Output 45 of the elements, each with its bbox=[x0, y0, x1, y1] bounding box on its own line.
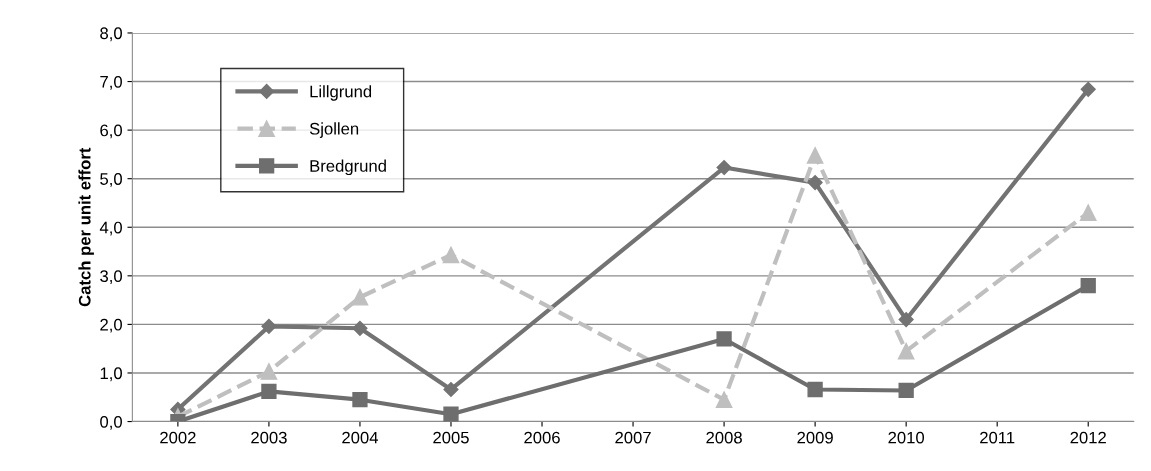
y-tick-label: 2,0 bbox=[100, 318, 122, 333]
x-tick-label: 2004 bbox=[342, 431, 378, 444]
legend-label: Lillgrund bbox=[310, 85, 372, 101]
point bbox=[715, 391, 733, 409]
y-tick-label: 5,0 bbox=[100, 173, 122, 187]
y-tick-label: 7,0 bbox=[100, 75, 122, 90]
point bbox=[352, 392, 368, 408]
x-tick-label: 2010 bbox=[888, 431, 925, 444]
point bbox=[351, 288, 369, 306]
x-tick-label: 2012 bbox=[1070, 431, 1106, 444]
x-tick-label: 2006 bbox=[524, 431, 560, 444]
y-tick-label: 3,0 bbox=[100, 270, 122, 284]
point bbox=[1079, 204, 1097, 222]
point bbox=[898, 382, 914, 399]
point bbox=[443, 381, 459, 398]
y-tick-label: 6,0 bbox=[100, 124, 122, 139]
x-tick-label: 2009 bbox=[797, 431, 833, 444]
point bbox=[716, 331, 732, 347]
point bbox=[442, 246, 460, 264]
x-tick-label: 2003 bbox=[251, 431, 287, 444]
y-tick-label: 0,0 bbox=[100, 415, 122, 430]
point bbox=[261, 318, 277, 334]
y-tick-label: 4,0 bbox=[99, 221, 122, 236]
legend-label: Sjollen bbox=[309, 122, 359, 138]
point bbox=[807, 381, 823, 398]
point bbox=[1080, 277, 1096, 294]
x-tick-label: 2007 bbox=[615, 431, 651, 444]
legend-label: Bredgrund bbox=[310, 159, 386, 176]
y-axis-title: Catch per unit effort bbox=[78, 147, 94, 307]
point bbox=[261, 383, 277, 400]
x-tick-label: 2005 bbox=[433, 431, 469, 444]
x-tick-label: 2008 bbox=[706, 431, 742, 444]
point bbox=[898, 311, 914, 328]
point bbox=[260, 363, 278, 380]
y-tick-label: 8,0 bbox=[100, 27, 122, 42]
point bbox=[352, 320, 368, 336]
x-tick-label: 2002 bbox=[160, 431, 196, 444]
y-tick-label: 1,0 bbox=[100, 367, 122, 382]
point bbox=[807, 175, 823, 191]
point bbox=[1080, 81, 1096, 97]
point bbox=[716, 159, 732, 176]
point bbox=[897, 342, 915, 360]
point bbox=[443, 406, 459, 422]
point bbox=[806, 147, 824, 164]
x-tick-label: 2011 bbox=[980, 431, 1015, 444]
